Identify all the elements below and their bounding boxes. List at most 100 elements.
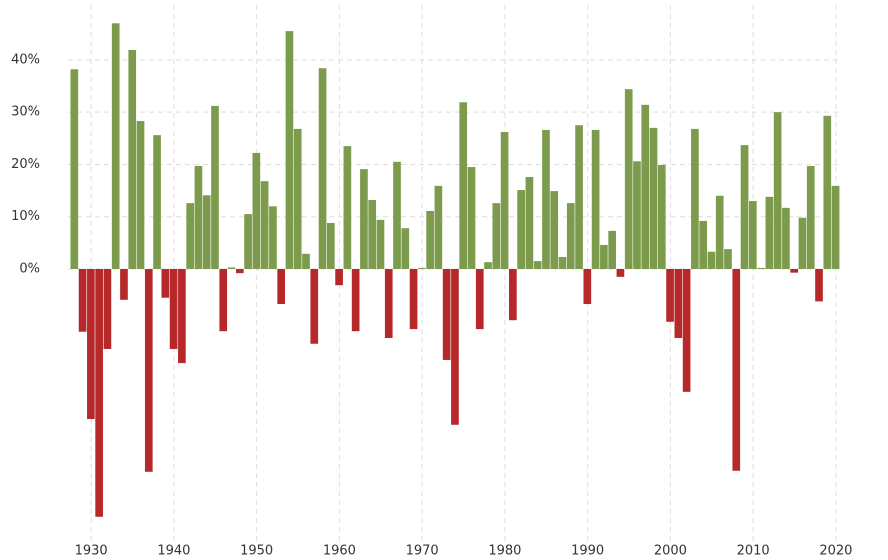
bar — [583, 268, 592, 305]
bar — [178, 268, 186, 364]
x-tick-label: 1980 — [488, 544, 521, 559]
x-tick-label: 1990 — [571, 544, 604, 559]
y-tick-label: 0% — [19, 261, 40, 276]
bar — [252, 152, 261, 269]
bar — [384, 268, 393, 338]
x-tick-label: 1940 — [157, 544, 190, 559]
bar — [426, 210, 434, 269]
bar — [235, 268, 244, 274]
bar — [194, 166, 203, 269]
y-tick-label: 10% — [11, 209, 40, 224]
bar — [757, 267, 765, 269]
bar — [823, 115, 832, 269]
bar — [153, 135, 161, 269]
bar — [748, 201, 757, 269]
bar — [608, 230, 616, 269]
bar — [674, 268, 683, 338]
y-tick-label: 40% — [11, 52, 40, 67]
bar — [707, 251, 716, 269]
bar — [169, 268, 178, 349]
bar — [699, 220, 708, 269]
bar — [202, 195, 211, 269]
bar — [302, 253, 310, 269]
bar — [533, 261, 542, 269]
bar — [277, 268, 286, 305]
bar — [558, 256, 567, 269]
bar — [111, 23, 120, 269]
bar — [326, 222, 335, 269]
bar — [542, 129, 550, 269]
bar — [459, 102, 468, 269]
bar — [773, 112, 782, 269]
bar — [649, 127, 658, 269]
bar — [318, 68, 327, 269]
bar — [815, 268, 823, 302]
bar — [467, 167, 476, 269]
bar — [566, 203, 575, 269]
bar — [740, 145, 749, 269]
bar — [442, 268, 451, 360]
bar — [269, 206, 277, 269]
x-tick-label: 1950 — [240, 544, 273, 559]
bar — [144, 268, 153, 472]
bar — [790, 268, 799, 273]
bar — [360, 169, 368, 269]
bar — [418, 267, 426, 269]
x-tick-label: 2010 — [737, 544, 770, 559]
x-tick-label: 1930 — [75, 544, 108, 559]
bar — [409, 268, 418, 330]
bar — [310, 268, 319, 344]
x-tick-label: 2000 — [654, 544, 687, 559]
bar — [368, 199, 377, 269]
bar — [682, 268, 691, 392]
bar — [724, 249, 732, 269]
bar — [351, 268, 360, 332]
bar — [525, 176, 534, 269]
bar — [765, 196, 774, 269]
bar — [128, 49, 137, 269]
bar — [624, 89, 633, 269]
bar — [285, 31, 294, 269]
bar — [492, 203, 501, 269]
bar — [120, 268, 128, 300]
bar — [244, 214, 252, 269]
bar — [103, 268, 112, 349]
bar — [616, 268, 625, 277]
bar — [831, 185, 840, 269]
bar — [376, 219, 385, 269]
bar — [798, 217, 807, 269]
bar — [211, 105, 219, 269]
bar — [78, 268, 87, 332]
bar — [806, 166, 815, 269]
bar — [227, 267, 236, 269]
bar — [434, 185, 443, 269]
bar — [451, 268, 459, 425]
x-tick-label: 1970 — [406, 544, 439, 559]
bar — [517, 190, 525, 269]
bar — [219, 268, 228, 332]
bar — [475, 268, 484, 330]
bar — [641, 104, 650, 269]
bar — [87, 268, 95, 420]
bar — [732, 268, 741, 471]
bar — [691, 128, 699, 269]
bar — [782, 207, 790, 269]
bar — [657, 164, 666, 269]
bar — [136, 121, 145, 269]
bar — [600, 244, 608, 269]
bar — [715, 195, 724, 269]
y-tick-label: 30% — [11, 105, 40, 120]
bar — [186, 203, 194, 269]
bar — [293, 128, 302, 269]
bar — [500, 132, 509, 269]
bar — [575, 125, 583, 269]
bar — [335, 268, 343, 286]
bar — [633, 161, 641, 269]
bar — [260, 181, 269, 269]
bar — [95, 268, 103, 517]
bar — [591, 129, 600, 269]
bar — [393, 161, 401, 269]
bar — [401, 228, 410, 269]
y-tick-label: 20% — [11, 157, 40, 172]
bar — [666, 268, 674, 322]
